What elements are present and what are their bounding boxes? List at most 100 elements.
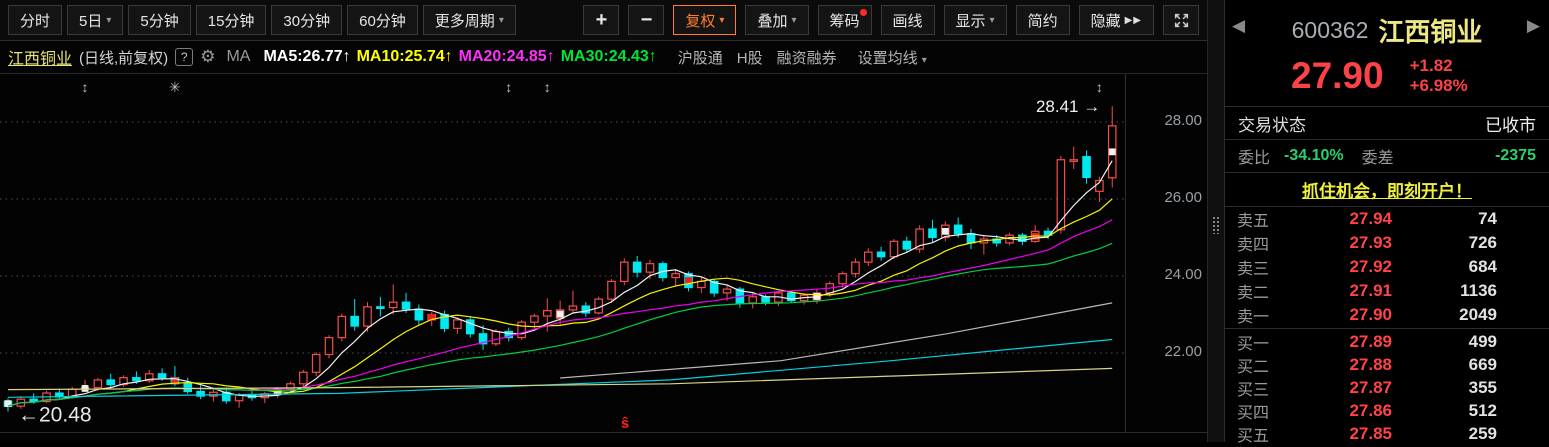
ma-settings-button[interactable]: 设置均线 ▾ bbox=[857, 49, 927, 67]
chevron-down-icon: ▾ bbox=[498, 14, 504, 26]
price-tick-label: 22.00 bbox=[1164, 343, 1202, 360]
candle bbox=[144, 369, 154, 384]
splitter-handle-icon[interactable] bbox=[1212, 216, 1221, 234]
draw-line-button[interactable]: 画线 bbox=[880, 5, 935, 35]
candle bbox=[478, 325, 488, 350]
double-arrow-icon: ▶▶ bbox=[1124, 14, 1142, 26]
event-marker-icon: ↕ bbox=[544, 79, 551, 95]
order-price: 27.91 bbox=[1349, 281, 1392, 300]
panel-splitter[interactable] bbox=[1207, 0, 1225, 442]
fullscreen-button[interactable] bbox=[1163, 5, 1199, 35]
chips-button[interactable]: 筹码 bbox=[817, 5, 872, 35]
zoom-out-button[interactable]: − bbox=[628, 5, 665, 35]
gear-icon[interactable]: ⚙ bbox=[200, 47, 216, 66]
open-account-link[interactable]: 抓住机会，即刻开户！ bbox=[1302, 182, 1472, 201]
period-button-5日[interactable]: 5日 ▾ bbox=[67, 5, 124, 35]
period-label: 60分钟 bbox=[359, 12, 406, 30]
order-book-row[interactable]: 买二 27.88 669 bbox=[1225, 353, 1549, 376]
chevron-down-icon: ▾ bbox=[989, 14, 995, 26]
hide-button[interactable]: 隐藏 ▶▶ bbox=[1078, 5, 1154, 35]
chart-mode-label: (日线,前复权) bbox=[79, 49, 169, 67]
buy-order-book: 买一 27.89 499 买二 27.88 669 买三 27.87 355 买四 27.86 512… bbox=[1225, 330, 1549, 445]
order-book-row[interactable]: 买三 27.87 355 bbox=[1225, 376, 1549, 399]
candle-marker bbox=[556, 310, 564, 318]
control-label: 筹码 bbox=[829, 12, 860, 30]
period-label: 15分钟 bbox=[207, 12, 255, 30]
order-volume: 684 bbox=[1468, 257, 1497, 276]
ma10-line bbox=[7, 198, 1113, 407]
candle bbox=[363, 302, 372, 332]
header-link-沪股通[interactable]: 沪股通 bbox=[677, 49, 723, 67]
price-tick-label: 24.00 bbox=[1164, 266, 1202, 283]
candle bbox=[530, 313, 539, 329]
header-link-融资融券[interactable]: 融资融券 bbox=[776, 49, 837, 67]
order-level-label: 买四 bbox=[1237, 404, 1270, 422]
candle-marker bbox=[428, 313, 436, 321]
order-book-row[interactable]: 卖四 27.93 726 bbox=[1225, 231, 1549, 255]
control-label: 隐藏 bbox=[1090, 12, 1121, 30]
event-marker-icon: ✳ bbox=[169, 79, 181, 95]
display-button[interactable]: 显示 ▾ bbox=[943, 5, 1007, 35]
candle bbox=[453, 317, 462, 334]
period-button-60分钟[interactable]: 60分钟 bbox=[347, 5, 418, 35]
order-book-row[interactable]: 买四 27.86 512 bbox=[1225, 399, 1549, 422]
candle bbox=[594, 296, 603, 315]
candle-marker bbox=[1108, 148, 1116, 156]
period-button-分时[interactable]: 分时 bbox=[8, 5, 63, 35]
candle bbox=[106, 373, 116, 388]
simple-button[interactable]: 简约 bbox=[1015, 5, 1070, 35]
ma-value: MA20:24.85↑ bbox=[459, 48, 555, 66]
chart-area[interactable]: ↕ ✳ ↕ ↕ ↕ ŝ 28.41 → ←20.48 28.00 26.00 24.00 22.00 bbox=[0, 74, 1207, 442]
candle bbox=[324, 335, 334, 359]
help-icon[interactable]: ? bbox=[175, 48, 194, 66]
order-book-row[interactable]: 卖一 27.90 2049 bbox=[1225, 303, 1549, 327]
order-book-row[interactable]: 买一 27.89 499 bbox=[1225, 330, 1549, 353]
order-price: 27.92 bbox=[1349, 257, 1392, 276]
candle bbox=[1107, 106, 1117, 188]
order-book-row[interactable]: 卖二 27.91 1136 bbox=[1225, 279, 1549, 303]
zoom-in-button[interactable]: + bbox=[583, 5, 620, 35]
next-stock-arrow[interactable]: ▶ bbox=[1526, 16, 1540, 35]
ma-indicator-label: MA bbox=[226, 48, 251, 65]
candlestick-chart[interactable]: ↕ ✳ ↕ ↕ ↕ ŝ 28.41 → ←20.48 bbox=[0, 74, 1125, 442]
axis-divider bbox=[1125, 74, 1126, 433]
weibi-row: 委比 -34.10% 委差 -2375 bbox=[1225, 140, 1549, 173]
candle bbox=[350, 299, 359, 331]
order-book-row[interactable]: 卖三 27.92 684 bbox=[1225, 255, 1549, 279]
chart-control-group: + − 复权 ▾ 叠加 ▾ 筹码 画线 显示 ▾ 简约 隐藏 ▶▶ bbox=[583, 5, 1199, 35]
ma-value: MA5:26.77↑ bbox=[263, 48, 350, 66]
up-arrow-icon: ↑ bbox=[546, 48, 555, 65]
overlay-button[interactable]: 叠加 ▾ bbox=[745, 5, 809, 35]
candle bbox=[786, 290, 796, 303]
candle bbox=[414, 304, 424, 325]
order-price: 27.88 bbox=[1349, 354, 1392, 374]
period-button-30分钟[interactable]: 30分钟 bbox=[271, 5, 343, 35]
bottom-event-marker-icon: ŝ bbox=[621, 415, 629, 432]
period-button-5分钟[interactable]: 5分钟 bbox=[128, 5, 191, 35]
control-buttons: 复权 ▾ 叠加 ▾ 筹码 画线 显示 ▾ 简约 隐藏 ▶▶ bbox=[673, 5, 1154, 35]
candle-marker bbox=[4, 400, 12, 408]
order-book-row[interactable]: 买五 27.85 259 bbox=[1225, 422, 1549, 445]
chart-stock-name[interactable]: 江西铜业 bbox=[8, 51, 73, 68]
promo-row: 抓住机会，即刻开户！ bbox=[1225, 173, 1549, 207]
candle bbox=[979, 235, 989, 255]
candle bbox=[902, 236, 912, 253]
period-label: 分时 bbox=[20, 12, 51, 30]
period-button-更多周期[interactable]: 更多周期 ▾ bbox=[422, 5, 516, 35]
quote-head: ◀ ▶ 600362 江西铜业 27.90 +1.82 +6.98% bbox=[1225, 0, 1549, 107]
order-book-row[interactable]: 卖五 27.94 74 bbox=[1225, 207, 1549, 231]
ma-value-text: MA20:24.85 bbox=[458, 48, 547, 65]
prev-stock-arrow[interactable]: ◀ bbox=[1232, 16, 1246, 35]
order-level-label: 买一 bbox=[1237, 335, 1270, 353]
candle bbox=[119, 375, 128, 387]
chevron-down-icon: ▾ bbox=[106, 14, 112, 26]
order-volume: 726 bbox=[1468, 233, 1497, 252]
order-price: 27.85 bbox=[1349, 423, 1392, 443]
adjust-button[interactable]: 复权 ▾ bbox=[673, 5, 737, 35]
period-button-15分钟[interactable]: 15分钟 bbox=[195, 5, 267, 35]
header-link-H股[interactable]: H股 bbox=[736, 49, 763, 67]
control-label: 显示 bbox=[955, 12, 986, 30]
event-marker-icon: ↕ bbox=[82, 79, 89, 95]
status-label: 交易状态 bbox=[1238, 115, 1306, 135]
